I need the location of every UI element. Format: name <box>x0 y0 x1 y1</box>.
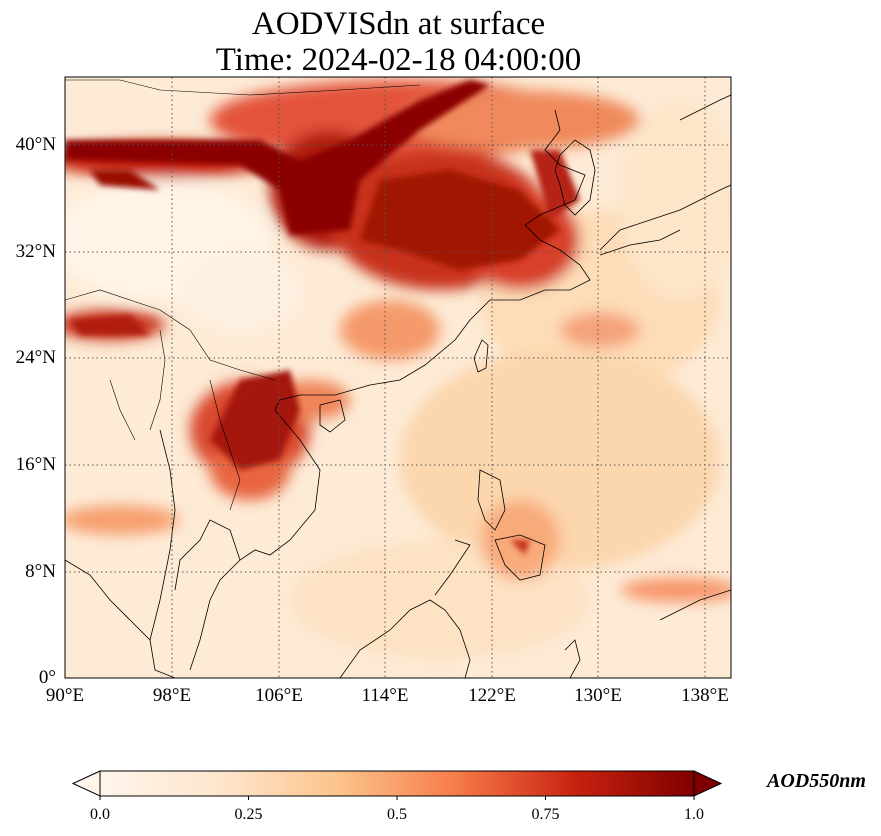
lat-tick-16n: 16°N <box>15 454 56 475</box>
colorbar-label: AOD550nm <box>767 770 866 792</box>
lat-tick-8n: 8°N <box>25 561 56 582</box>
colorbar-tick-025: 0.25 <box>234 806 263 823</box>
lon-tick-122e: 122°E <box>468 685 516 706</box>
lat-tick-24n: 24°N <box>15 347 56 368</box>
map-time: Time: 2024-02-18 04:00:00 <box>215 42 582 78</box>
lon-tick-106e: 106°E <box>255 685 303 706</box>
colorbar-tick-0: 0.0 <box>90 806 110 823</box>
lon-tick-90e: 90°E <box>45 685 85 706</box>
map-frame <box>64 76 732 679</box>
coastlines <box>65 79 731 678</box>
lat-tick-32n: 32°N <box>15 241 56 262</box>
aod-field <box>65 77 731 678</box>
lat-tick-40n: 40°N <box>15 134 56 155</box>
colorbar-tick-1: 1.0 <box>684 806 704 823</box>
colorbar-tick-05: 0.5 <box>387 806 407 823</box>
lon-tick-138e: 138°E <box>681 685 729 706</box>
colorbar <box>71 770 723 800</box>
colorbar-max-extend <box>693 770 723 797</box>
lon-tick-114e: 114°E <box>361 685 409 706</box>
colorbar-min-extend <box>71 770 101 797</box>
map-title: AODVISdn at surface <box>251 6 546 42</box>
lon-tick-98e: 98°E <box>152 685 192 706</box>
lat-tick-0: 0° <box>38 667 56 688</box>
lon-tick-130e: 130°E <box>574 685 622 706</box>
colorbar-tick-075: 0.75 <box>531 806 560 823</box>
gridlines <box>65 77 731 678</box>
